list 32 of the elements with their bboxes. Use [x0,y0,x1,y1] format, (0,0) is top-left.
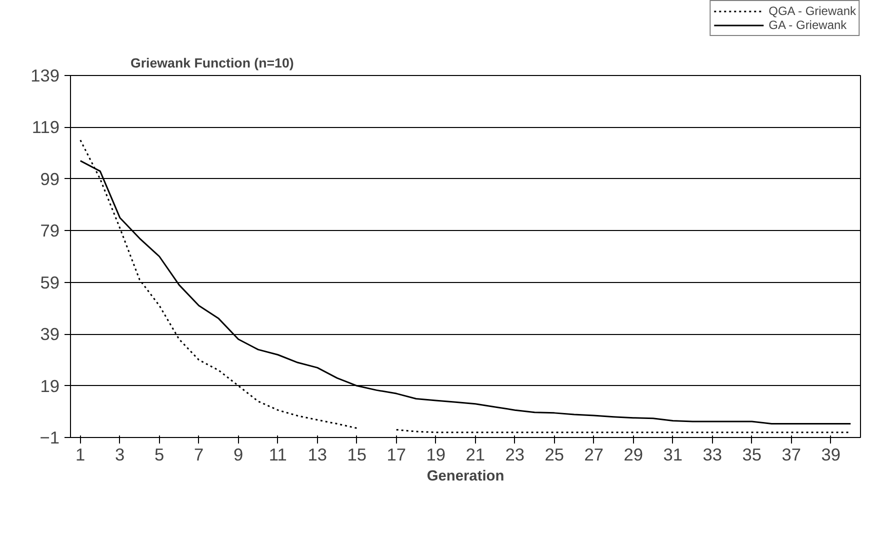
x-tick-label: 21 [466,444,486,464]
y-tick-label: 59 [40,272,60,292]
x-tick-label: 5 [154,444,164,464]
legend-label: QGA - Griewank [768,4,856,18]
y-tick-label: 19 [40,376,60,396]
x-tick-label: 13 [308,444,328,464]
x-tick-label: 29 [624,444,644,464]
x-tick-label: 1 [76,444,86,464]
chart-title: Griewank Function (n=10) [130,56,294,70]
legend-label: GA - Griewank [768,18,847,32]
x-tick-label: 11 [268,444,287,464]
x-tick-label: 27 [584,444,604,464]
y-tick-label: −1 [40,428,60,448]
x-tick-label: 9 [234,444,244,464]
y-tick-label: 99 [40,168,60,189]
x-tick-label: 23 [505,444,525,464]
x-axis-title: Generation [426,468,504,484]
x-tick-label: 3 [115,444,125,464]
x-tick-label: 7 [194,444,204,464]
x-tick-label: 15 [347,444,367,464]
y-tick-label: 139 [30,66,60,86]
x-tick-label: 19 [426,444,446,464]
x-tick-label: 35 [742,444,762,464]
y-tick-label: 79 [40,220,60,241]
x-tick-label: 25 [544,444,564,464]
y-tick-label: 119 [32,117,60,138]
x-tick-label: 17 [386,444,406,464]
x-tick-label: 39 [821,444,841,464]
x-tick-label: 33 [702,444,722,464]
x-tick-label: 31 [663,444,683,464]
x-tick-label: 37 [782,444,802,464]
y-tick-label: 39 [40,324,60,344]
